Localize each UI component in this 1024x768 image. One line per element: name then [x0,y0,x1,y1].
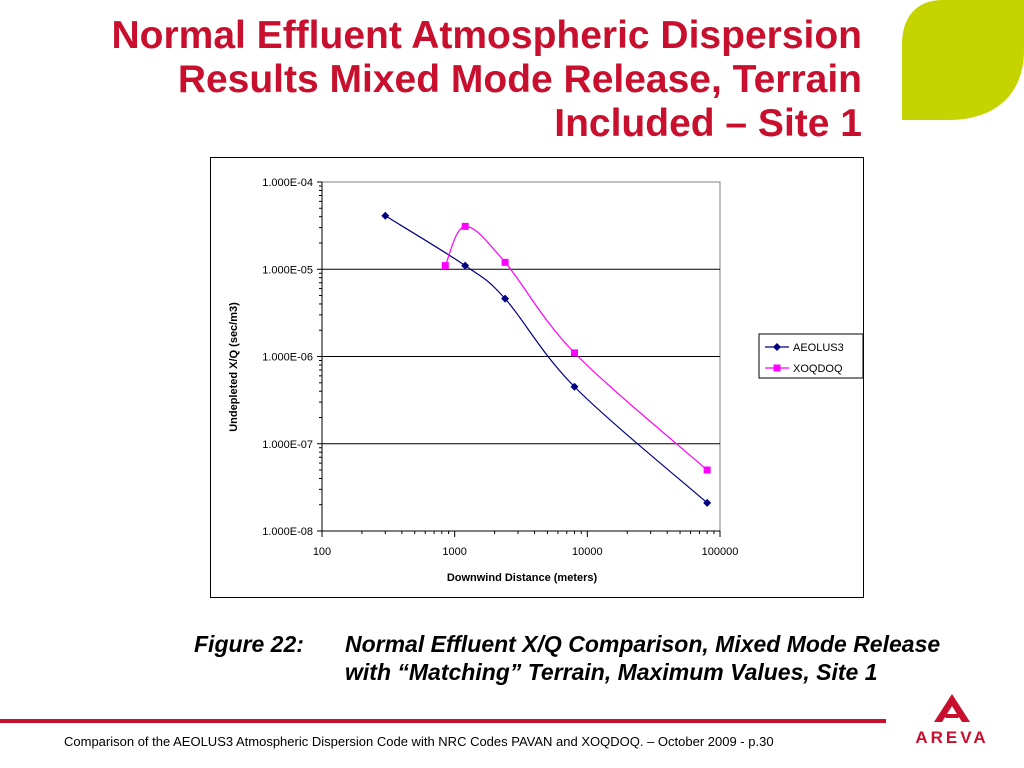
title-line-3: Included – Site 1 [554,102,862,145]
data-point-xoqdoq [703,466,711,474]
data-point-aeolus3 [773,343,781,351]
legend-label: XOQDOQ [793,363,843,375]
series-line-aeolus3 [384,215,708,504]
data-point-aeolus3 [381,211,390,220]
data-point-xoqdoq [441,262,449,270]
slide-title: Normal Effluent Atmospheric Dispersion R… [42,14,862,146]
data-point-aeolus3 [570,382,579,391]
data-point-aeolus3 [461,261,470,270]
footer-divider [0,719,886,723]
caption-label: Figure 22: [194,631,304,657]
footer-text: Comparison of the AEOLUS3 Atmospheric Di… [64,734,774,749]
legend-label: AEOLUS3 [793,342,844,354]
data-point-aeolus3 [703,498,712,507]
data-point-xoqdoq [461,222,469,230]
data-point-aeolus3 [501,294,510,303]
series-line-xoqdoq [444,225,708,471]
logo-wordmark: AREVA [915,728,989,747]
y-tick-label: 1.000E-04 [262,177,313,189]
areva-logo: AREVA [902,690,1002,750]
y-axis-label: Undepleted X/Q (sec/m3) [228,302,240,432]
x-tick-label: 100 [313,546,331,558]
title-line-1: Normal Effluent Atmospheric Dispersion [111,14,862,57]
y-tick-label: 1.000E-07 [262,439,313,451]
leaf-decoration-icon [902,0,1024,120]
data-point-xoqdoq [570,349,578,357]
chart-area: Undepleted X/Q (sec/m3) Downwind Distanc… [210,157,864,598]
caption-text: Normal Effluent X/Q Comparison, Mixed Mo… [345,631,941,685]
y-tick-label: 1.000E-06 [262,352,313,364]
data-point-xoqdoq [501,258,509,266]
y-tick-label: 1.000E-05 [262,264,313,276]
dispersion-chart: Undepleted X/Q (sec/m3) Downwind Distanc… [228,177,863,584]
x-axis-label: Downwind Distance (meters) [447,572,598,584]
x-tick-label: 100000 [702,546,739,558]
data-point-xoqdoq [773,364,781,372]
y-tick-label: 1.000E-08 [262,526,313,538]
title-line-2: Results Mixed Mode Release, Terrain [177,58,862,101]
areva-logo-icon [934,694,970,722]
x-tick-label: 10000 [572,546,603,558]
x-tick-label: 1000 [442,546,466,558]
